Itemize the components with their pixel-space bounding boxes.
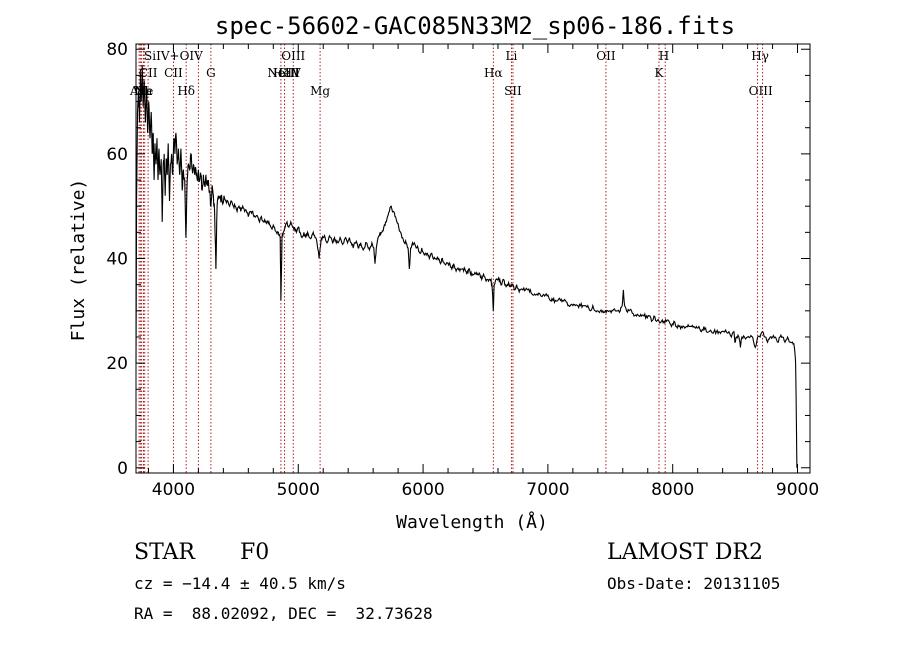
x-tick-label: 5000 [277,480,320,500]
y-tick-label: 40 [106,250,128,270]
line-label-7: Hδ [177,84,195,98]
line-label-16: SII [504,84,522,98]
spectrum-line [135,64,798,468]
line-label-14: Hα [484,66,503,80]
line-label-18: K [654,66,664,80]
spectral-line-labels: AlINiNaFeCIISiIV+OIVCIIHδGOIIINeIIIHeIIC… [129,49,773,98]
line-label-9: OIII [281,49,305,63]
x-tick-label: 9000 [776,480,819,500]
line-label-12: CIV [278,66,301,80]
y-tick-label: 60 [106,145,128,165]
chart-title: spec-56602-GAC085N33M2_sp06-186.fits [215,12,735,40]
x-axis-label: Wavelength (Å) [396,511,548,533]
y-tick-label: 0 [117,459,128,479]
line-label-15: Li [506,49,518,63]
line-label-21: OIII [749,84,773,98]
y-axis-ticks: 0 20 40 60 80 [106,40,810,479]
line-label-19: H [659,49,669,63]
plot-frame [135,43,811,474]
line-label-6: CII [164,66,183,80]
observation-date: Obs-Date: 20131105 [607,574,781,593]
x-tick-label: 6000 [401,480,444,500]
x-tick-label: 7000 [526,480,569,500]
line-label-17: OII [596,49,616,63]
line-label-5: SiIV+OIV [144,49,203,63]
object-class: STAR [134,540,195,565]
line-label-11: HeII [273,66,300,80]
y-tick-label: 80 [106,40,128,60]
coordinates: RA = 88.02092, DEC = 32.73628 [134,604,433,623]
x-axis-ticks: 4000 5000 6000 7000 8000 9000 [147,44,819,500]
y-tick-label: 20 [106,354,128,374]
x-tick-label: 4000 [152,480,195,500]
line-label-4: CII [139,66,158,80]
x-tick-label: 8000 [651,480,694,500]
redshift-velocity: cz = −14.4 ± 40.5 km/s [134,574,346,593]
line-label-8: G [206,66,216,80]
y-axis-label: Flux (relative) [68,179,89,342]
line-label-13: Mg [310,84,330,98]
spectral-line-markers [138,44,764,473]
line-label-10: NeIII [267,66,299,80]
object-subclass: F0 [240,540,270,565]
line-label-20: Hγ [751,49,769,63]
survey-name: LAMOST DR2 [607,540,763,565]
